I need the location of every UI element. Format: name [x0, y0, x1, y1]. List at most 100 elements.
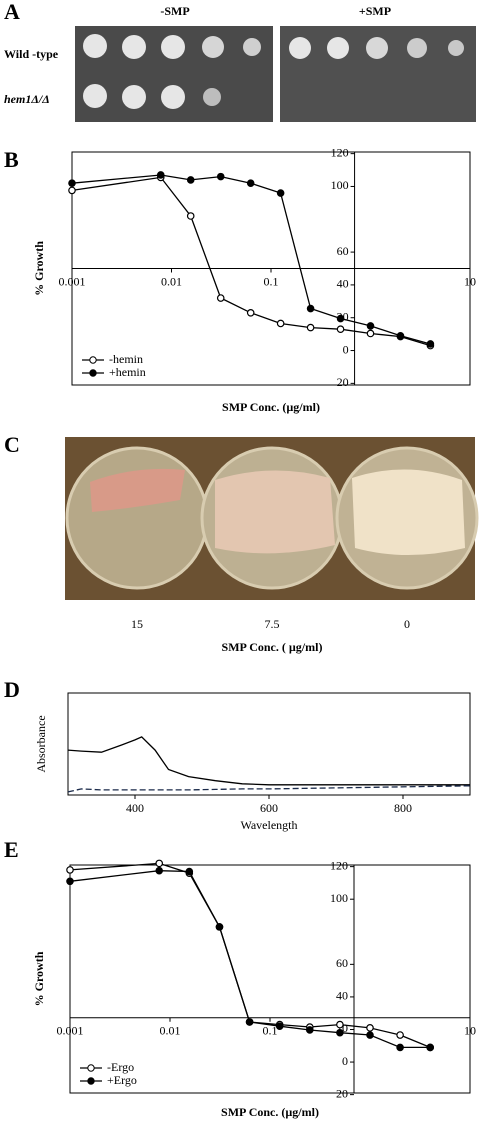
- legend-marker: [87, 1077, 95, 1085]
- data-point: [396, 331, 405, 340]
- x-tick-label: 0.1: [264, 274, 279, 288]
- condition-label: +SMP: [359, 4, 391, 18]
- data-point: [215, 923, 224, 931]
- spot: [327, 37, 349, 59]
- colony-streak: [90, 468, 185, 512]
- data-point: [396, 1031, 404, 1039]
- panel-letter: D: [4, 677, 20, 702]
- x-tick-label: 10: [464, 1024, 476, 1038]
- concentration-label: 0: [404, 617, 410, 631]
- legend-label: +hemin: [109, 365, 146, 379]
- data-point: [216, 294, 225, 302]
- x-tick-label: 800: [394, 801, 412, 815]
- legend-label: -Ergo: [107, 1060, 134, 1074]
- axis-label: SMP Conc. (µg/ml): [222, 400, 320, 414]
- spot: [122, 85, 146, 109]
- panel-letter: E: [4, 837, 19, 862]
- data-point: [336, 325, 345, 334]
- axis-label: Wavelength: [240, 818, 297, 832]
- y-tick-label: 20: [336, 1086, 348, 1100]
- y-tick-label: 120: [330, 858, 348, 872]
- data-point: [336, 1020, 344, 1029]
- concentration-label: 15: [131, 617, 143, 631]
- data-point: [245, 1018, 254, 1026]
- data-point: [306, 304, 315, 313]
- data-point: [155, 859, 164, 868]
- plot-frame: [69, 864, 471, 1094]
- data-point: [366, 322, 375, 330]
- panel-letters: A B C D E: [4, 0, 20, 862]
- data-point: [426, 340, 435, 348]
- x-tick-label: 600: [260, 801, 278, 815]
- well: [65, 446, 209, 590]
- y-tick-label: 100: [330, 891, 348, 905]
- y-tick-label: 120: [331, 145, 349, 159]
- data-point: [366, 1031, 374, 1039]
- y-tick-label: 20: [337, 375, 349, 389]
- spot: [83, 84, 107, 108]
- strain-label: hem1Δ/Δ: [4, 92, 50, 106]
- data-point: [336, 1028, 344, 1037]
- data-point: [155, 866, 164, 875]
- x-tick-label: 0.001: [59, 274, 86, 288]
- strain-label: Wild -type: [4, 47, 59, 61]
- data-point: [276, 319, 285, 328]
- y-tick-label: 40: [337, 277, 349, 291]
- spot: [243, 38, 261, 56]
- axis-label: Absorbance: [34, 715, 48, 772]
- series-line: [71, 176, 431, 347]
- data-point: [68, 179, 76, 187]
- spots: [83, 34, 464, 109]
- legend-marker: [89, 369, 97, 377]
- spot: [407, 38, 427, 58]
- x-tick-label: 10: [464, 274, 476, 288]
- spot: [202, 36, 224, 58]
- data-point: [396, 1043, 404, 1052]
- legend-label: -hemin: [109, 352, 143, 366]
- data-point: [68, 186, 76, 195]
- spot: [161, 85, 185, 109]
- data-point: [366, 329, 375, 338]
- axis-label: % Growth: [32, 951, 46, 1006]
- data-point: [275, 1022, 284, 1031]
- data-point: [66, 877, 74, 886]
- concentration-label: 7.5: [265, 617, 280, 631]
- condition-label: -SMP: [160, 4, 189, 18]
- spot: [203, 88, 221, 106]
- panel-letter: A: [4, 0, 20, 24]
- y-tick-label: 0: [342, 1054, 348, 1068]
- spot: [366, 37, 388, 59]
- data-point: [426, 1043, 435, 1052]
- data-point: [246, 179, 255, 187]
- plot-frame: [67, 692, 471, 796]
- data-point: [305, 1026, 314, 1034]
- spot: [122, 35, 146, 59]
- data-point: [185, 867, 194, 876]
- data-point: [216, 172, 225, 181]
- data-point: [336, 314, 345, 323]
- y-tick-label: 60: [336, 956, 348, 970]
- spot: [448, 40, 464, 56]
- axis-label: SMP Conc. ( µg/ml): [222, 640, 323, 654]
- panel-letter: B: [4, 147, 19, 172]
- y-tick-label: 100: [331, 178, 349, 192]
- legend-marker: [89, 356, 97, 364]
- series-line: [71, 174, 431, 345]
- data-point: [66, 866, 74, 874]
- plate-photo: 15 7.5 0 SMP Conc. ( µg/ml): [65, 437, 479, 654]
- y-tick-label: 60: [337, 244, 349, 258]
- data-point: [366, 1024, 374, 1032]
- x-tick-label: 400: [126, 801, 144, 815]
- axis-label: % Growth: [32, 241, 46, 296]
- data-point: [246, 309, 255, 317]
- spot: [289, 37, 311, 59]
- legend-marker: [87, 1064, 95, 1072]
- y-tick-label: 40: [336, 989, 348, 1003]
- legend-label: +Ergo: [107, 1073, 137, 1087]
- x-tick-label: 0.1: [263, 1024, 278, 1038]
- panel-letter: C: [4, 432, 20, 457]
- spot: [83, 34, 107, 58]
- x-tick-label: 0.01: [161, 274, 182, 288]
- x-tick-label: 0.001: [57, 1024, 84, 1038]
